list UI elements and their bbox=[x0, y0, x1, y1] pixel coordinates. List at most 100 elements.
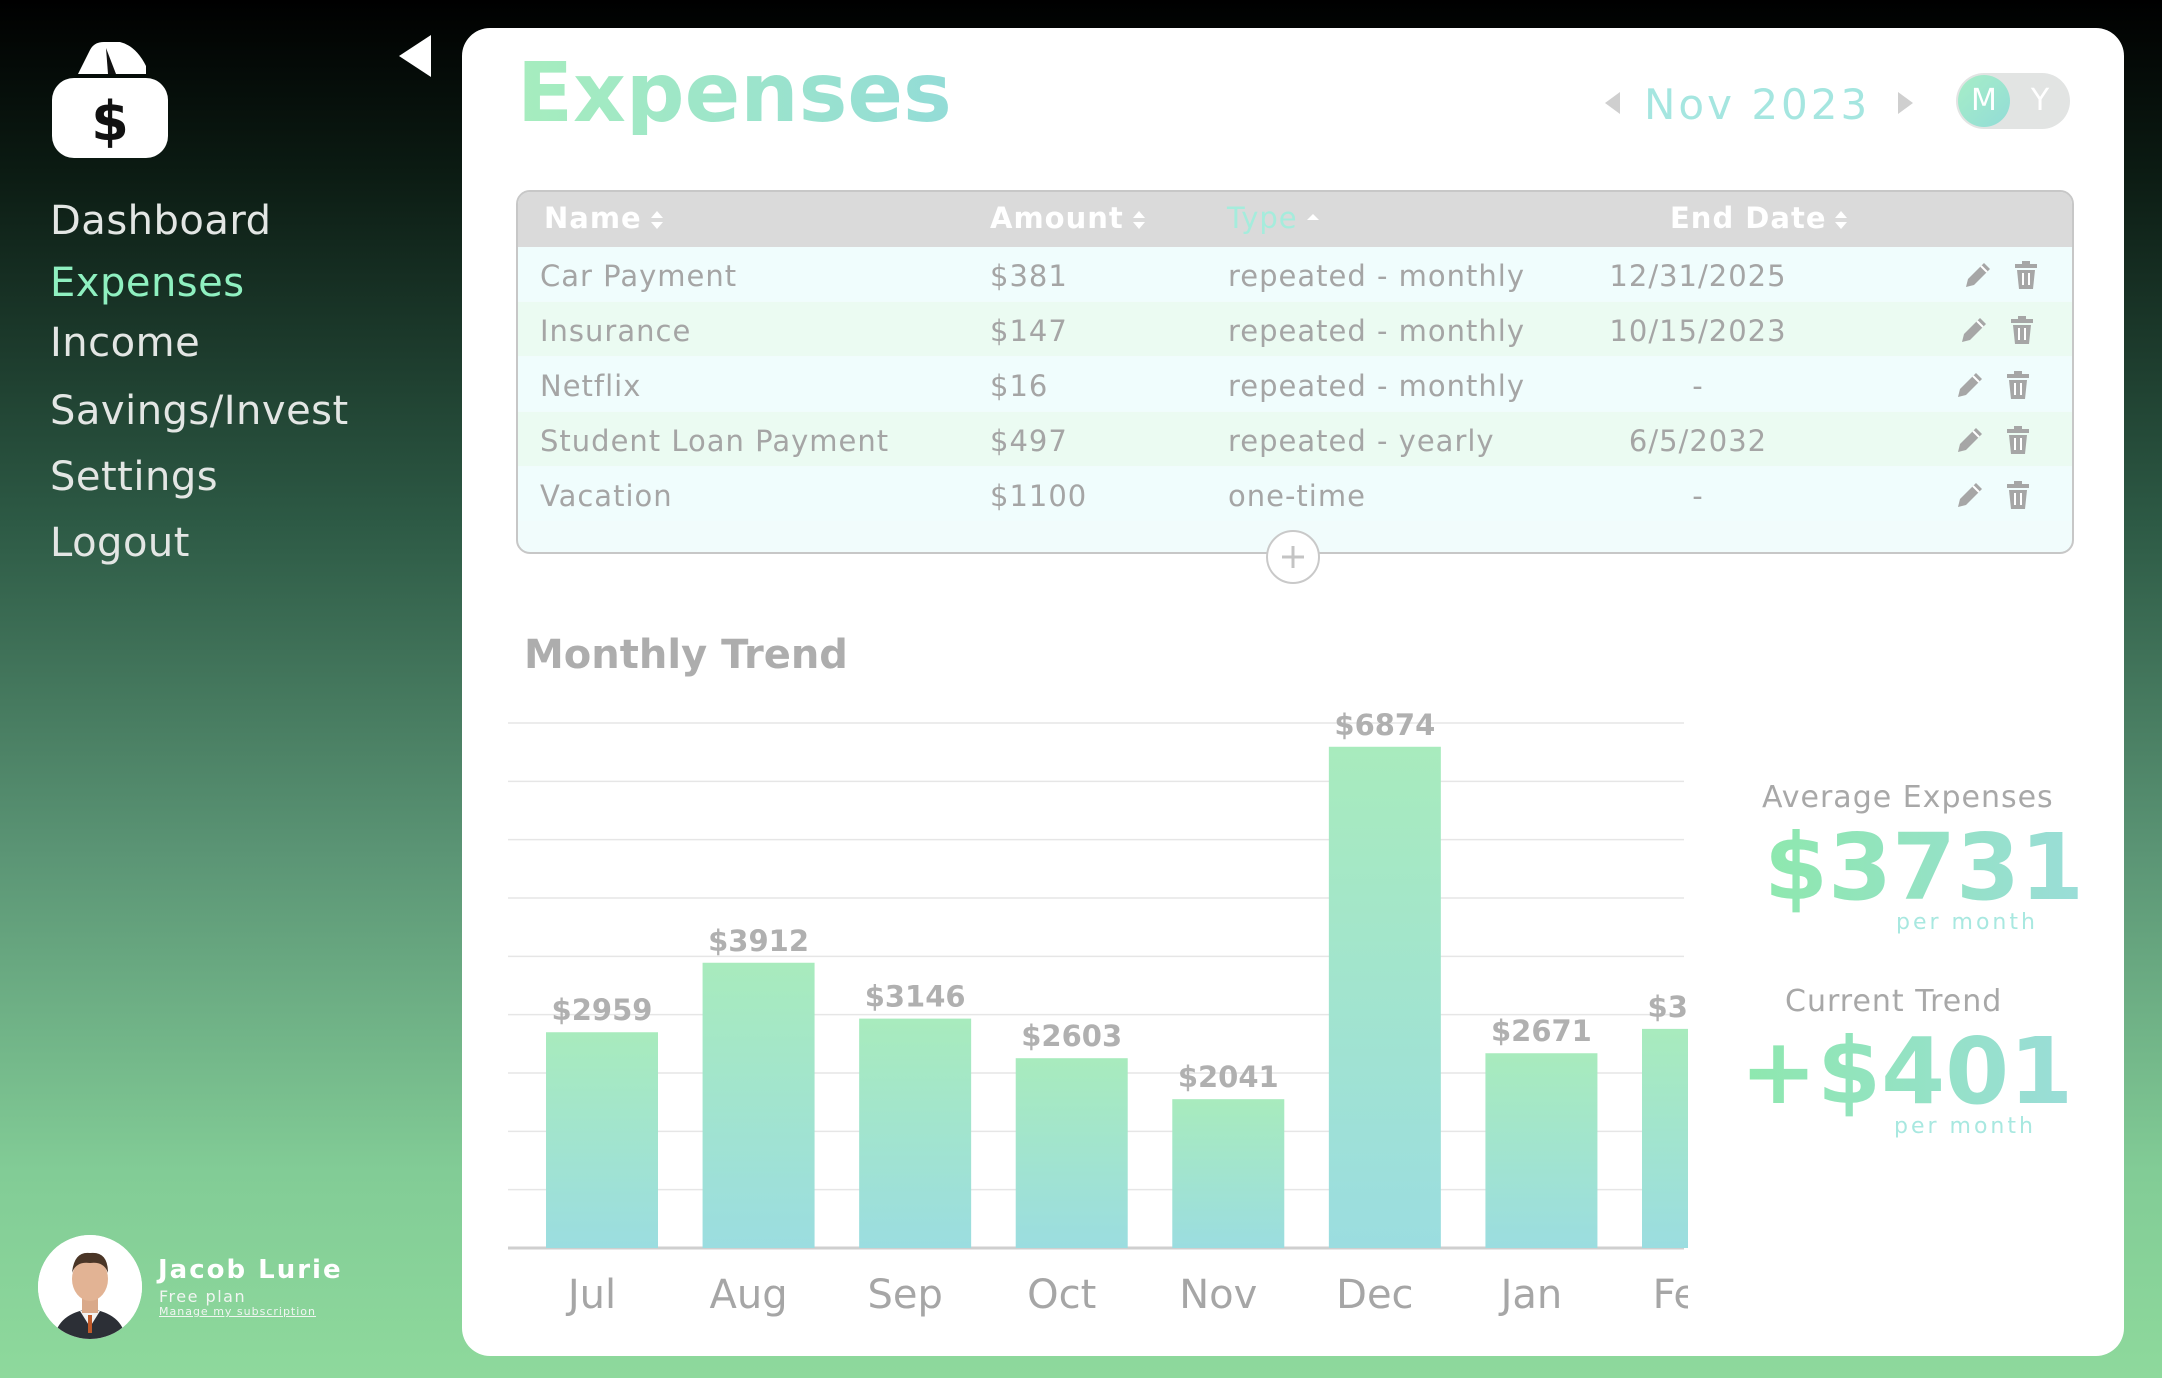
bar-value-label: $2671 bbox=[1491, 1014, 1592, 1048]
nav-item-dashboard[interactable]: Dashboard bbox=[50, 198, 272, 244]
column-header-type[interactable]: Type bbox=[1227, 201, 1320, 235]
column-header-label: Amount bbox=[990, 201, 1124, 235]
avatar[interactable] bbox=[38, 1235, 142, 1339]
sort-ascending-icon bbox=[1306, 214, 1319, 220]
table-row[interactable]: Vacation $1100 one-time - bbox=[518, 467, 2072, 521]
cell-amount: $1100 bbox=[990, 479, 1088, 513]
user-profile: Jacob Lurie Free plan Manage my subscrip… bbox=[38, 1235, 438, 1343]
chart-bar[interactable] bbox=[1642, 1028, 1688, 1248]
chart-bar[interactable] bbox=[1328, 746, 1441, 1248]
bar-value-label: $3005 bbox=[1648, 990, 1688, 1024]
collapse-sidebar-icon[interactable] bbox=[395, 33, 435, 79]
average-expenses-value: $3731 bbox=[1764, 814, 2085, 921]
next-month-icon[interactable] bbox=[1894, 90, 1916, 116]
nav-item-savings-invest[interactable]: Savings/Invest bbox=[50, 388, 349, 434]
average-expenses-unit: per month bbox=[1896, 910, 2038, 935]
expenses-table: Name Amount Type End Date Car Payment $3… bbox=[516, 190, 2074, 554]
trash-icon[interactable] bbox=[2002, 424, 2034, 456]
cell-name: Insurance bbox=[540, 314, 692, 348]
table-row[interactable]: Student Loan Payment $497 repeated - yea… bbox=[518, 412, 2072, 466]
month-year-toggle[interactable]: M Y bbox=[1956, 73, 2070, 129]
chart-bar[interactable] bbox=[702, 962, 815, 1248]
pencil-icon[interactable] bbox=[1962, 259, 1994, 291]
cell-type: repeated - monthly bbox=[1228, 369, 1526, 403]
main-panel: Expenses Nov 2023 M Y Name Amount Type E… bbox=[462, 28, 2124, 1356]
add-expense-button[interactable] bbox=[1266, 530, 1320, 584]
pencil-icon[interactable] bbox=[1954, 424, 1986, 456]
column-header-name[interactable]: Name bbox=[544, 201, 664, 235]
column-header-label: Type bbox=[1227, 201, 1298, 235]
person-avatar-icon bbox=[38, 1235, 142, 1339]
table-row[interactable]: Car Payment $381 repeated - monthly 12/3… bbox=[518, 247, 2072, 301]
x-tick-label: Feb bbox=[1653, 1272, 1688, 1318]
chart-bar[interactable] bbox=[859, 1018, 972, 1248]
previous-month-icon[interactable] bbox=[1602, 90, 1624, 116]
cell-name: Car Payment bbox=[540, 259, 738, 293]
user-plan: Free plan bbox=[159, 1287, 247, 1306]
table-header: Name Amount Type End Date bbox=[518, 192, 2072, 247]
x-tick-label: Nov bbox=[1179, 1272, 1257, 1318]
pencil-icon[interactable] bbox=[1958, 314, 1990, 346]
bar-value-label: $2959 bbox=[552, 993, 653, 1027]
monthly-trend-chart: $2959 Jul $3912 Aug $3146 Sep $2603 Oct $2041 Nov… bbox=[508, 708, 1688, 1318]
current-trend-value: +$401 bbox=[1740, 1018, 2074, 1125]
x-tick-label: Dec bbox=[1336, 1272, 1413, 1318]
x-tick-label: Aug bbox=[710, 1272, 788, 1318]
bar-value-label: $6874 bbox=[1334, 708, 1435, 742]
sort-icon bbox=[650, 211, 663, 229]
table-row[interactable]: Netflix $16 repeated - monthly - bbox=[518, 357, 2072, 411]
chart-bar[interactable] bbox=[546, 1032, 658, 1248]
toggle-month-option[interactable]: M bbox=[1971, 83, 1997, 118]
chart-title: Monthly Trend bbox=[524, 632, 848, 678]
cell-end-date: 12/31/2025 bbox=[1609, 259, 1787, 293]
current-trend-label: Current Trend bbox=[1785, 984, 2003, 1019]
trash-icon[interactable] bbox=[2006, 314, 2038, 346]
column-header-amount[interactable]: Amount bbox=[990, 201, 1146, 235]
chart-bar[interactable] bbox=[1172, 1099, 1285, 1248]
cell-end-date: 6/5/2032 bbox=[1628, 424, 1768, 458]
bar-value-label: $3912 bbox=[708, 924, 809, 958]
chart-bar[interactable] bbox=[1485, 1053, 1598, 1248]
period-label: Nov 2023 bbox=[1644, 80, 1871, 129]
cell-type: repeated - monthly bbox=[1228, 314, 1526, 348]
toggle-year-option[interactable]: Y bbox=[2030, 83, 2050, 118]
trash-icon[interactable] bbox=[2010, 259, 2042, 291]
x-tick-label: Oct bbox=[1027, 1272, 1096, 1318]
sidebar: $ Dashboard Expenses Income Savings/Inve… bbox=[0, 0, 462, 1378]
plus-icon bbox=[1282, 546, 1304, 568]
x-tick-label: Sep bbox=[867, 1272, 942, 1318]
cell-type: one-time bbox=[1228, 479, 1366, 513]
cell-name: Netflix bbox=[540, 369, 642, 403]
cell-amount: $16 bbox=[990, 369, 1049, 403]
x-tick-label: Jan bbox=[1498, 1272, 1563, 1318]
table-row[interactable]: Insurance $147 repeated - monthly 10/15/… bbox=[518, 302, 2072, 356]
trash-icon[interactable] bbox=[2002, 479, 2034, 511]
cell-end-date: 10/15/2023 bbox=[1609, 314, 1787, 348]
column-header-end-date[interactable]: End Date bbox=[1670, 201, 1848, 235]
cell-end-date: - bbox=[1692, 369, 1704, 403]
trash-icon[interactable] bbox=[2002, 369, 2034, 401]
nav-item-logout[interactable]: Logout bbox=[50, 520, 190, 566]
current-trend-unit: per month bbox=[1894, 1114, 2036, 1139]
wallet-dollar-icon[interactable]: $ bbox=[50, 38, 170, 160]
sort-icon bbox=[1835, 211, 1848, 229]
bar-value-label: $2041 bbox=[1178, 1060, 1279, 1094]
pencil-icon[interactable] bbox=[1954, 369, 1986, 401]
cell-name: Vacation bbox=[540, 479, 673, 513]
user-name: Jacob Lurie bbox=[158, 1255, 343, 1285]
cell-type: repeated - monthly bbox=[1228, 259, 1526, 293]
cell-amount: $147 bbox=[990, 314, 1068, 348]
manage-subscription-link[interactable]: Manage my subscription bbox=[159, 1305, 317, 1318]
pencil-icon[interactable] bbox=[1954, 479, 1986, 511]
nav-item-expenses[interactable]: Expenses bbox=[50, 260, 245, 306]
bar-value-label: $2603 bbox=[1021, 1019, 1122, 1053]
cell-amount: $497 bbox=[990, 424, 1068, 458]
cell-type: repeated - yearly bbox=[1228, 424, 1495, 458]
cell-amount: $381 bbox=[990, 259, 1068, 293]
nav-item-settings[interactable]: Settings bbox=[50, 454, 219, 500]
nav-item-income[interactable]: Income bbox=[50, 320, 201, 366]
page-title: Expenses bbox=[517, 46, 952, 141]
chart-bar[interactable] bbox=[1015, 1058, 1128, 1248]
bar-value-label: $3146 bbox=[865, 980, 966, 1014]
average-expenses-label: Average Expenses bbox=[1762, 780, 2054, 815]
